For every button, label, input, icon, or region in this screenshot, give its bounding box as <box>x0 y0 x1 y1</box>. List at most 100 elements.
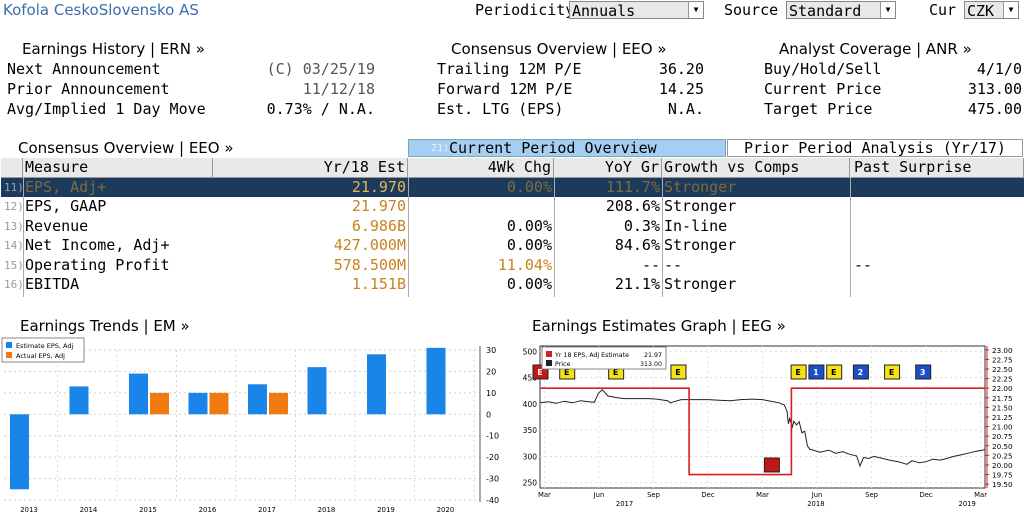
consensus-table-title[interactable]: Consensus Overview | EEO » <box>18 139 234 157</box>
table-row[interactable]: 15) Operating Profit 578.500M 11.04% -- -- -- <box>1 256 1024 276</box>
legend-swatch <box>546 360 552 366</box>
cell-yoy: 0.3% <box>623 216 660 235</box>
cell-est: 21.970 <box>351 197 406 215</box>
table-row[interactable]: 14) Net Income, Adj+ 427.000M 0.00% 84.6% Str… <box>1 236 1024 256</box>
current-price-value: 313.00 <box>967 80 1022 98</box>
periodicity-select[interactable]: Annuals ▼ <box>569 1 704 20</box>
legend-box <box>541 346 667 370</box>
legend-swatch <box>6 342 12 348</box>
chevron-down-icon[interactable]: ▼ <box>880 2 895 18</box>
cell-num: 14) <box>4 239 23 252</box>
table-row[interactable]: 16) EBITDA 1.151B 0.00% 21.1% Stronger <box>1 275 1024 295</box>
right-tick-label: 20.75 <box>992 432 1013 441</box>
col-growth-vs-comps[interactable]: Growth vs Comps <box>662 158 850 178</box>
current-price-label: Current Price <box>764 80 882 98</box>
y-tick-label: -30 <box>486 475 499 484</box>
forward-pe-label: Forward 12M P/E <box>437 80 573 98</box>
col-past-surprise[interactable]: Past Surprise <box>850 158 1024 178</box>
cell-growth: Stronger <box>664 177 737 196</box>
cell-num: 15) <box>4 258 23 272</box>
legend: Yr 18 EPS, Adj Estimate 21.97 Price 313.00 <box>541 346 667 370</box>
periodicity-label: Periodicity <box>475 1 575 19</box>
tab-number: 21) <box>431 143 450 154</box>
col-4wk-chg[interactable]: 4Wk Chg <box>408 158 554 178</box>
currency-select[interactable]: CZK ▼ <box>964 1 1019 20</box>
col-measure[interactable]: Measure <box>23 158 213 178</box>
cell-num: 16) <box>4 278 23 291</box>
cell-measure[interactable]: Operating Profit <box>25 255 170 274</box>
y-tick-label: 30 <box>486 346 496 355</box>
trailing-pe-value: 36.20 <box>658 60 704 78</box>
cell-measure[interactable]: Net Income, Adj+ <box>25 236 170 254</box>
right-tick-label: 21.50 <box>992 403 1013 412</box>
table-row[interactable]: 13) Revenue 6.986B 0.00% 0.3% In-line <box>1 217 1024 237</box>
tab-prior-period[interactable]: Prior Period Analysis (Yr/17) <box>727 139 1023 157</box>
chevron-down-icon[interactable]: ▼ <box>1003 2 1018 18</box>
event-marker-label: E <box>675 368 680 377</box>
left-tick-label: 300 <box>523 452 538 461</box>
right-tick-label: 19.75 <box>992 471 1013 480</box>
x-month-label: Jun <box>811 491 823 499</box>
target-price-label: Target Price <box>764 100 873 118</box>
event-marker-label: 3 <box>920 368 926 377</box>
cell-measure[interactable]: Revenue <box>25 216 89 235</box>
legend-label: Price <box>555 361 570 368</box>
cell-est: 427.000M <box>333 236 406 254</box>
cell-surprise: -- <box>854 255 873 274</box>
cell-growth: Stronger <box>664 236 737 254</box>
tab-prior-period-label: Prior Period Analysis (Yr/17) <box>744 139 1006 157</box>
source-select[interactable]: Standard ▼ <box>786 1 896 20</box>
col-yoy-gr[interactable]: YoY Gr <box>554 158 662 178</box>
cell-measure[interactable]: EPS, GAAP <box>25 197 107 215</box>
legend-value: 313.00 <box>640 361 662 368</box>
right-tick-label: 20.00 <box>992 461 1013 470</box>
y-tick-label: -10 <box>486 432 499 441</box>
earnings-estimates-title[interactable]: Earnings Estimates Graph | EEG » <box>532 317 786 335</box>
analyst-coverage-title[interactable]: Analyst Coverage | ANR » <box>779 40 972 58</box>
right-tick-label: 21.00 <box>992 423 1013 432</box>
cell-chg: 0.00% <box>506 275 552 293</box>
cell-chg: 0.00% <box>506 177 552 196</box>
event-marker-label: E <box>537 368 542 377</box>
left-tick-label: 350 <box>523 426 538 435</box>
cell-num: 12) <box>4 200 23 213</box>
table-row[interactable]: 11) EPS, Adj+ 21.970 0.00% 111.7% Stronger <box>1 177 1024 198</box>
currency-label: Cur <box>929 1 957 19</box>
earnings-history-title[interactable]: Earnings History | ERN » <box>22 40 205 58</box>
right-tick-label: 20.50 <box>992 442 1013 451</box>
cell-growth: Stronger <box>664 197 737 215</box>
cell-surprise <box>850 197 1024 217</box>
target-price-value: 475.00 <box>967 100 1022 118</box>
chevron-down-icon[interactable]: ▼ <box>688 2 703 18</box>
legend-label: Estimate EPS, Adj <box>16 342 74 350</box>
tab-current-period[interactable]: 21) Current Period Overview (Yr/18) <box>408 139 726 174</box>
estimate-line <box>540 387 985 476</box>
cell-chg: 11.04% <box>497 255 552 274</box>
table-row[interactable]: 12) EPS, GAAP 21.970 208.6% Stronger <box>1 197 1024 217</box>
cell-chg: 0.00% <box>506 216 552 235</box>
earnings-trends-title[interactable]: Earnings Trends | EM » <box>20 317 190 335</box>
cell-est: 21.970 <box>351 177 406 196</box>
right-tick-label: 21.75 <box>992 394 1013 403</box>
legend-label: Actual EPS, Adj <box>16 352 65 360</box>
cell-surprise <box>850 178 1024 198</box>
cell-growth: -- <box>664 255 683 274</box>
right-tick-label: 22.75 <box>992 355 1013 364</box>
legend: Estimate EPS, Adj Actual EPS, Adj <box>1 337 85 363</box>
cell-yoy: 208.6% <box>605 197 660 215</box>
trailing-pe-label: Trailing 12M P/E <box>437 60 582 78</box>
cell-measure[interactable]: EBITDA <box>25 275 80 293</box>
left-tick-label: 400 <box>523 400 538 409</box>
cell-measure[interactable]: EPS, Adj+ <box>25 177 107 196</box>
company-name[interactable]: Kofola CeskoSlovensko AS <box>3 1 199 19</box>
buy-hold-sell-label: Buy/Hold/Sell <box>764 60 882 78</box>
right-tick-label: 22.50 <box>992 365 1013 374</box>
event-marker-label: E <box>564 368 569 377</box>
cell-est: 6.986B <box>351 216 406 235</box>
col-est[interactable]: Yr/18 Est <box>213 158 408 178</box>
cell-est: 1.151B <box>351 275 406 293</box>
estimate-bar <box>128 373 148 415</box>
cell-surprise <box>850 275 1024 295</box>
actual-bar <box>268 392 288 415</box>
consensus-overview-title[interactable]: Consensus Overview | EEO » <box>451 40 667 58</box>
